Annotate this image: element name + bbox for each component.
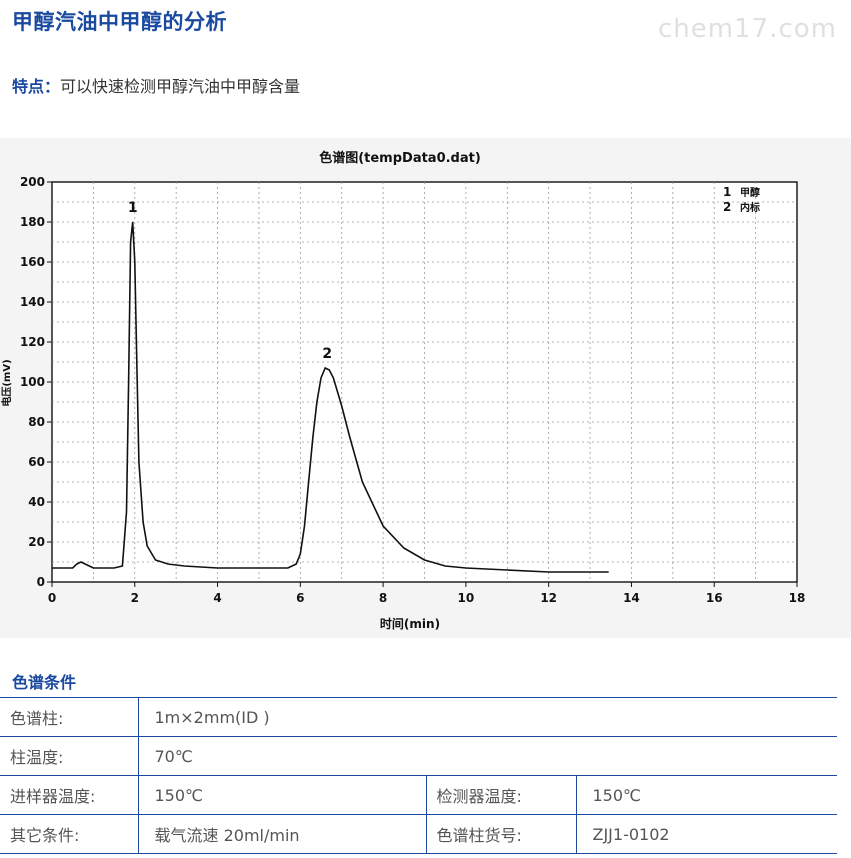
peak-label: 1 [128, 200, 138, 216]
x-tick-label: 0 [48, 591, 56, 605]
page-title: 甲醇汽油中甲醇的分析 [12, 10, 227, 34]
column-value: 1m×2mm(ID ) [138, 697, 837, 737]
table-row: 柱温度: 70℃ [0, 736, 837, 776]
y-tick-label: 100 [20, 375, 45, 389]
x-tick-label: 18 [789, 591, 806, 605]
col-temp-value: 70℃ [138, 736, 837, 776]
peak-labels: 12 [128, 200, 332, 362]
y-tick-label: 60 [28, 455, 45, 469]
peak-label: 2 [322, 346, 332, 362]
column-no-label: 色谱柱货号: [426, 814, 577, 854]
y-tick-label: 140 [20, 295, 45, 309]
injector-temp-label: 进样器温度: [0, 775, 139, 815]
x-tick-label: 6 [296, 591, 304, 605]
y-tick-label: 160 [20, 255, 45, 269]
injector-temp-value: 150℃ [138, 775, 427, 815]
y-tick-label: 40 [28, 495, 45, 509]
detector-temp-label: 检测器温度: [426, 775, 577, 815]
section-title: 色谱条件 [12, 673, 77, 692]
table-row: 进样器温度: 150℃ 检测器温度: 150℃ [0, 775, 837, 815]
x-axis-label: 时间(min) [380, 616, 440, 631]
y-axis-label: 电压(mV) [0, 359, 13, 406]
x-tick-label: 10 [458, 591, 475, 605]
detector-temp-value: 150℃ [576, 775, 837, 815]
watermark: chem17.com [658, 14, 837, 44]
x-tick-label: 8 [379, 591, 387, 605]
y-tick-label: 180 [20, 215, 45, 229]
feature-text: 可以快速检测甲醇汽油中甲醇含量 [60, 77, 301, 96]
legend-name-1: 甲醇 [740, 186, 760, 199]
conditions-table: 色谱柱: 1m×2mm(ID ) 柱温度: 70℃ 进样器温度: 150℃ 检测… [0, 697, 837, 854]
other-label: 其它条件: [0, 814, 139, 854]
y-tick-label: 0 [37, 575, 45, 589]
x-tick-label: 14 [623, 591, 640, 605]
legend: 1 甲醇 2 内标 [723, 185, 760, 214]
other-value: 载气流速 20ml/min [138, 814, 427, 854]
y-tick-label: 80 [28, 415, 45, 429]
table-row: 其它条件: 载气流速 20ml/min 色谱柱货号: ZJJ1-0102 [0, 814, 837, 854]
y-tick-label: 20 [28, 535, 45, 549]
table-row: 色谱柱: 1m×2mm(ID ) [0, 697, 837, 737]
chromatogram-trace [52, 221, 609, 573]
feature-label: 特点： [12, 77, 61, 96]
legend-num-2: 2 [723, 200, 731, 214]
chart-title: 色谱图(tempData0.dat) [319, 150, 481, 166]
col-temp-label: 柱温度: [0, 736, 139, 776]
feature-line: 特点：可以快速检测甲醇汽油中甲醇含量 [12, 73, 300, 97]
chromatogram-chart: 0 2 4 6 8 10 12 14 16 18 0 20 40 60 80 100 120 140 160 180 2… [0, 138, 851, 638]
chart-svg: 0 2 4 6 8 10 12 14 16 180204060801001201401601802… [0, 150, 805, 631]
legend-name-2: 内标 [740, 201, 760, 214]
x-tick-label: 2 [131, 591, 139, 605]
x-tick-label: 16 [706, 591, 723, 605]
x-tick-label: 12 [540, 591, 557, 605]
chart-ticks: 0 2 4 6 8 10 12 14 16 180204060801001201401601802… [20, 175, 805, 605]
legend-num-1: 1 [723, 185, 731, 199]
x-tick-label: 4 [213, 591, 221, 605]
column-label: 色谱柱: [0, 697, 139, 737]
y-tick-label: 200 [20, 175, 45, 189]
column-no-value: ZJJ1-0102 [576, 814, 837, 854]
y-tick-label: 120 [20, 335, 45, 349]
